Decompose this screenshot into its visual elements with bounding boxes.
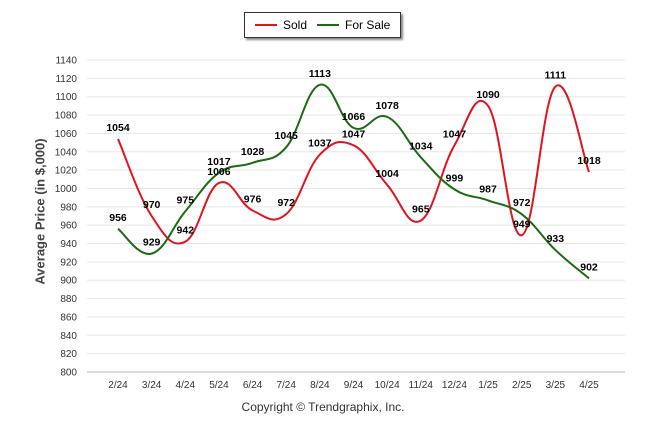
data-label-sold: 1037 — [308, 138, 332, 150]
y-tick-label: 940 — [60, 239, 77, 250]
y-tick-label: 920 — [60, 257, 77, 268]
data-label-for-sale: 1017 — [207, 156, 231, 168]
y-tick-label: 860 — [60, 312, 77, 323]
data-label-sold: 1111 — [545, 70, 567, 82]
y-tick-labels: 800 820 840 860 880 900 920 940 960 980 1000 1020 10… — [55, 56, 78, 379]
series-line-for-sale — [117, 83, 590, 280]
legend-item-for-sale[interactable]: For Sale — [317, 18, 390, 32]
x-tick-label: 12/24 — [442, 380, 467, 391]
data-label-for-sale: 1028 — [241, 146, 265, 158]
y-tick-label: 1020 — [55, 166, 78, 177]
data-label-sold: 1047 — [342, 128, 366, 140]
legend-swatch-sold — [255, 24, 277, 26]
y-tick-label: 980 — [60, 202, 77, 213]
y-tick-label: 880 — [60, 294, 77, 305]
data-label-sold: 1090 — [476, 89, 500, 101]
data-label-sold: 1004 — [375, 168, 399, 180]
x-tick-label: 3/24 — [142, 380, 162, 391]
legend: Sold For Sale — [244, 12, 401, 38]
y-tick-label: 840 — [60, 331, 77, 342]
y-tick-label: 1080 — [55, 111, 78, 122]
data-label-for-sale: 929 — [143, 237, 161, 249]
y-axis-label: Average Price (in $,000) — [32, 138, 48, 285]
data-label-for-sale: 1113 — [309, 68, 331, 80]
y-tick-label: 820 — [60, 349, 77, 360]
series-lines — [117, 83, 590, 280]
copyright-text: Copyright © Trendgraphix, Inc. — [241, 400, 405, 414]
y-tick-label: 800 — [60, 368, 77, 379]
x-tick-label: 4/24 — [176, 380, 196, 391]
y-tick-label: 1100 — [55, 92, 77, 103]
x-tick-label: 4/25 — [579, 380, 599, 391]
data-label-for-sale: 956 — [109, 212, 127, 224]
data-label-sold: 942 — [177, 225, 195, 237]
data-label-for-sale: 902 — [580, 261, 598, 273]
y-tick-label: 1140 — [55, 56, 77, 67]
data-label-for-sale: 975 — [177, 194, 195, 206]
data-label-sold: 972 — [277, 197, 295, 209]
data-label-for-sale: 999 — [446, 172, 464, 184]
data-label-sold: 1054 — [106, 122, 130, 134]
data-labels: 1054 970 942 1006 976 972 1037 1047 1004 965 1047 1… — [106, 68, 601, 274]
x-tick-label: 1/25 — [478, 380, 498, 391]
y-tick-label: 1060 — [55, 129, 78, 140]
x-tick-label: 11/24 — [409, 380, 434, 391]
x-tick-label: 5/24 — [209, 380, 229, 391]
x-tick-label: 2/25 — [512, 380, 532, 391]
legend-label-sold: Sold — [283, 18, 308, 32]
data-label-for-sale: 1034 — [409, 140, 433, 152]
data-label-sold: 1047 — [443, 128, 467, 140]
x-tick-label: 6/24 — [243, 380, 263, 391]
series-line-sold — [117, 84, 590, 245]
data-label-for-sale: 1078 — [375, 100, 399, 112]
x-tick-labels: 2/24 3/24 4/24 5/24 6/24 7/24 8/24 9/24 10/24 11/… — [108, 380, 599, 391]
x-tick-label: 3/25 — [546, 380, 566, 391]
legend-swatch-for-sale — [317, 24, 339, 26]
x-tick-label: 9/24 — [344, 380, 364, 391]
y-tick-label: 1000 — [55, 184, 78, 195]
data-label-sold: 970 — [143, 199, 161, 211]
x-tick-label: 10/24 — [375, 380, 400, 391]
legend-item-sold[interactable]: Sold — [255, 18, 307, 32]
data-label-for-sale: 1045 — [275, 130, 299, 142]
grid-lines — [87, 59, 625, 373]
x-tick-label: 8/24 — [310, 380, 330, 391]
legend-label-for-sale: For Sale — [345, 18, 391, 32]
data-label-sold: 1006 — [207, 166, 231, 178]
y-tick-label: 900 — [60, 276, 77, 287]
y-tick-label: 960 — [60, 221, 77, 232]
y-tick-label: 1120 — [55, 74, 77, 85]
data-label-for-sale: 1066 — [342, 111, 366, 123]
data-label-sold: 1018 — [577, 155, 601, 167]
data-label-sold: 976 — [244, 193, 262, 205]
data-label-for-sale: 933 — [547, 233, 565, 245]
y-tick-label: 1040 — [55, 147, 78, 158]
data-label-sold: 949 — [513, 218, 531, 230]
data-label-for-sale: 987 — [479, 183, 497, 195]
x-tick-label: 7/24 — [276, 380, 296, 391]
data-label-for-sale: 972 — [513, 197, 531, 209]
data-label-sold: 965 — [412, 204, 430, 216]
x-tick-label: 2/24 — [108, 380, 128, 391]
